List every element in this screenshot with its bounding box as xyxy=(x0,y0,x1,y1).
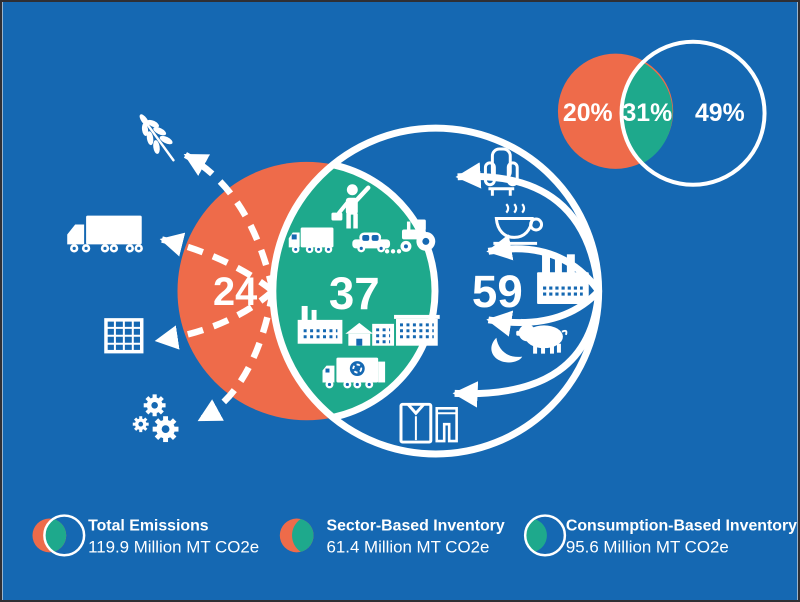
pants-icon xyxy=(435,406,458,443)
percent-consumption-circle xyxy=(619,39,767,187)
legend: Total Emissions 119.9 Million MT CO2e Se… xyxy=(32,514,797,557)
legend-consumption-value: 95.6 Million MT CO2e xyxy=(566,537,729,556)
legend-consumption-label: Consumption-Based Inventory xyxy=(566,517,797,534)
person-icon xyxy=(331,184,371,229)
percent-consumption-only: 49% xyxy=(695,100,745,127)
coffee-cup-icon xyxy=(493,203,544,245)
legend-sector-value: 61.4 Million MT CO2e xyxy=(326,537,489,556)
legend-item-total: Total Emissions 119.9 Million MT CO2e xyxy=(32,514,259,557)
semi-truck-icon xyxy=(67,215,143,253)
arrow-to-wheat xyxy=(183,152,277,292)
sector-outflow-arrows xyxy=(154,152,277,424)
banana-icon xyxy=(491,337,523,363)
legend-total-label: Total Emissions xyxy=(88,517,209,534)
arrow-from-goods xyxy=(452,290,603,408)
box-truck-icon xyxy=(288,227,334,254)
shirt-icon xyxy=(399,402,433,444)
legend-total-value: 119.9 Million MT CO2e xyxy=(88,537,259,556)
pig-icon xyxy=(516,318,568,354)
consumption-venn-icon xyxy=(523,514,567,557)
factory-icon xyxy=(297,305,343,344)
armchair-icon xyxy=(483,147,519,196)
industry-icon xyxy=(537,254,589,304)
percent-overlap-lens xyxy=(621,61,673,163)
percent-overlap: 31% xyxy=(622,100,672,127)
arrow-from-coffee xyxy=(486,234,602,294)
legend-sector-label: Sector-Based Inventory xyxy=(326,517,504,534)
wheat-icon xyxy=(139,114,175,162)
overlap-value: 37 xyxy=(329,268,380,319)
arrow-to-gears xyxy=(197,290,277,424)
percent-sector-only: 20% xyxy=(563,100,613,127)
apartment-buildings-icon xyxy=(372,314,440,346)
legend-item-consumption: Consumption-Based Inventory 95.6 Million… xyxy=(523,514,797,557)
arrow-to-solar-panel xyxy=(154,288,275,350)
sector-venn-icon xyxy=(279,518,314,553)
lens-right-outline xyxy=(332,161,439,421)
arrow-from-factory xyxy=(486,288,602,337)
consumption-inflow-arrows xyxy=(452,162,603,408)
solar-panel-icon xyxy=(104,318,144,354)
percent-venn-diagram: 20% 31% 49% xyxy=(557,39,767,187)
arrow-from-armchair xyxy=(455,162,603,292)
tractor-icon xyxy=(384,219,436,254)
legend-item-sector: Sector-Based Inventory 61.4 Million MT C… xyxy=(279,517,505,556)
garbage-truck-icon xyxy=(322,357,386,389)
house-icon xyxy=(345,322,374,346)
car-icon xyxy=(352,232,391,253)
total-venn-icon xyxy=(32,514,86,557)
sector-only-value: 24 xyxy=(213,270,257,314)
consumption-only-value: 59 xyxy=(472,266,523,317)
arrow-to-truck xyxy=(159,232,275,294)
